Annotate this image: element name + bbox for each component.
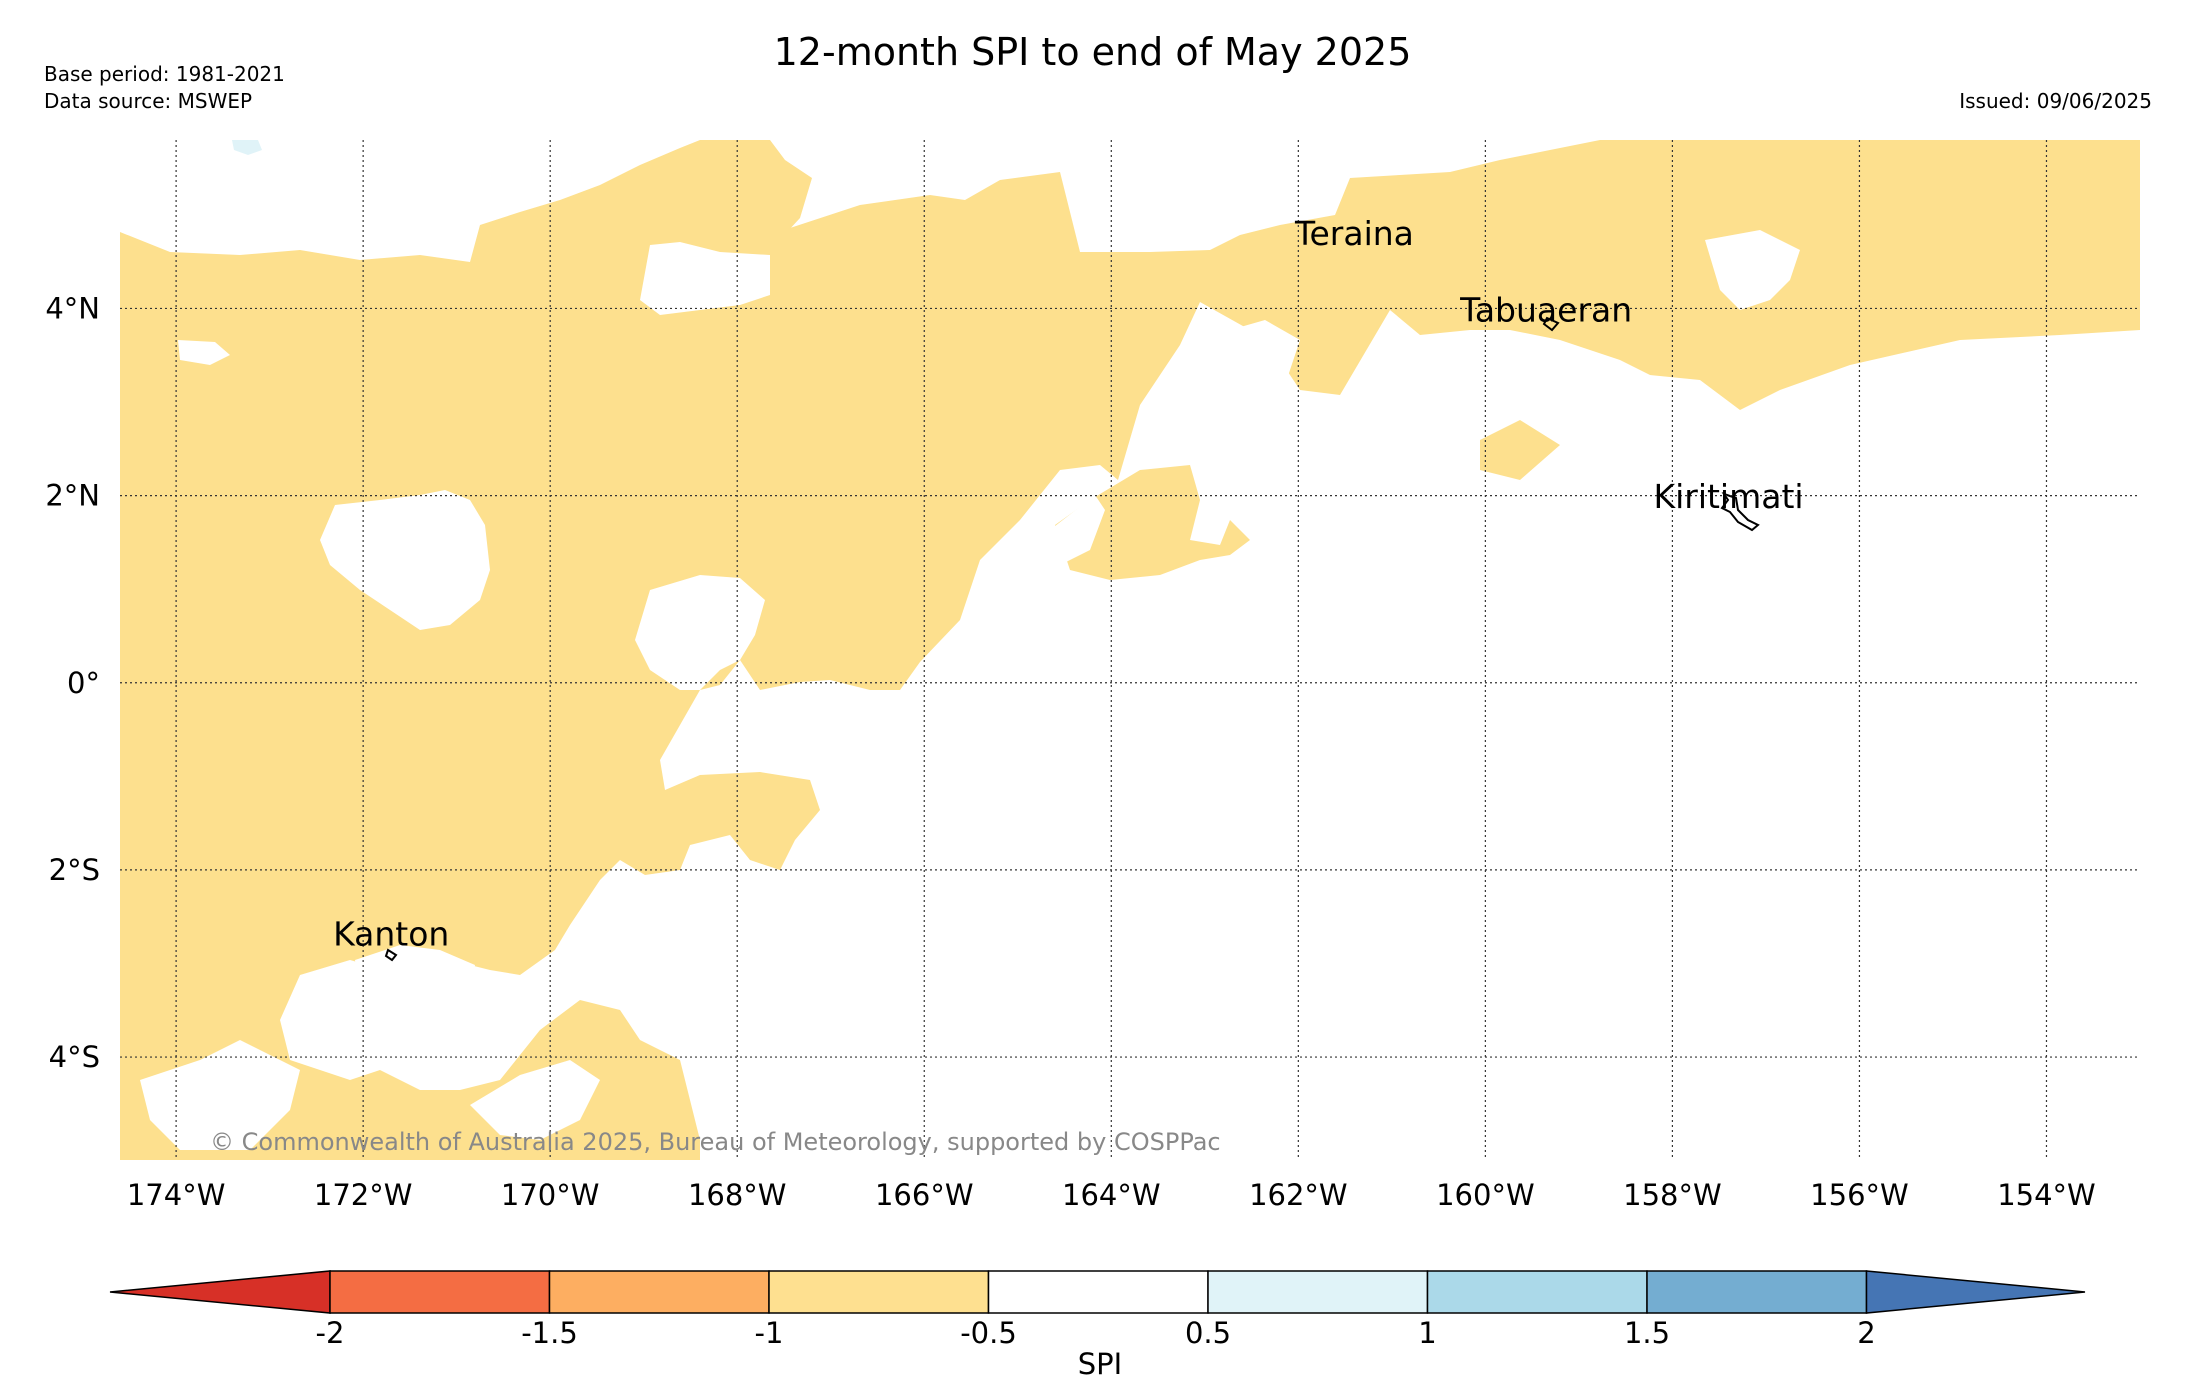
- colorbar-segment: [987, 1270, 1209, 1314]
- spi-region-moist: [232, 140, 262, 155]
- latitude-tick-label: 2°N: [45, 479, 100, 513]
- spi-region-dry-north: [1480, 420, 1560, 480]
- longitude-tick-label: 162°W: [1249, 1178, 1348, 1212]
- spi-colorbar: -2 -1.5 -1 -0.5 0.5 1 1.5 2: [109, 1270, 2086, 1350]
- longitude-tick-label: 172°W: [314, 1178, 413, 1212]
- latitude-labels: 4°N 2°N 0° 2°S 4°S: [45, 291, 100, 1074]
- place-label: Kanton: [333, 915, 449, 954]
- colorbar-tick-label: 1: [1418, 1316, 1436, 1350]
- latitude-tick-label: 2°S: [49, 853, 100, 887]
- colorbar-tick-label: -0.5: [960, 1316, 1017, 1350]
- colorbar-extend-low: [109, 1270, 331, 1314]
- place-label: Teraina: [1294, 214, 1414, 253]
- spi-region-normal: [140, 1040, 300, 1150]
- copyright-notice: © Commonwealth of Australia 2025, Bureau…: [210, 1128, 1221, 1156]
- spi-region-dry-central: [1055, 465, 1250, 580]
- colorbar-tick-label: -1.5: [521, 1316, 578, 1350]
- colorbar-label: SPI: [1078, 1347, 1122, 1380]
- spi-region-normal: [320, 490, 490, 630]
- longitude-tick-label: 160°W: [1436, 1178, 1535, 1212]
- island-outline: [1720, 492, 1760, 532]
- colorbar-segment: [548, 1270, 770, 1314]
- spi-region-normal: [1010, 495, 1105, 565]
- longitude-tick-label: 158°W: [1623, 1178, 1722, 1212]
- longitude-tick-label: 166°W: [875, 1178, 974, 1212]
- place-label: Tabuaeran: [1459, 291, 1632, 330]
- spi-region-normal: [1705, 230, 1800, 310]
- latitude-tick-label: 0°: [67, 666, 100, 700]
- spi-region-normal: [635, 575, 765, 690]
- spi-region-normal: [470, 1060, 600, 1140]
- graticule: [120, 140, 2140, 1160]
- colorbar-tick-label: -2: [316, 1316, 345, 1350]
- longitude-tick-label: 174°W: [127, 1178, 226, 1212]
- colorbar-extend-high: [1865, 1270, 2086, 1314]
- place-label: Kiritimati: [1653, 477, 1803, 516]
- issued-date: Issued: 09/06/2025: [1959, 89, 2152, 113]
- longitude-tick-label: 168°W: [688, 1178, 787, 1212]
- latitude-tick-label: 4°N: [45, 291, 100, 325]
- longitude-tick-label: 154°W: [1997, 1178, 2096, 1212]
- island-outline: [384, 948, 398, 962]
- place-labels: Teraina Tabuaeran Kiritimati Kanton: [333, 214, 1804, 954]
- colorbar-tick-label: 2: [1857, 1316, 1875, 1350]
- spi-region-normal: [355, 945, 475, 1040]
- island-outline: [1542, 316, 1560, 332]
- colorbar-tick-label: 0.5: [1185, 1316, 1231, 1350]
- colorbar-tick-label: -1: [755, 1316, 784, 1350]
- spi-field: [120, 140, 2140, 1160]
- longitude-tick-label: 170°W: [501, 1178, 600, 1212]
- spi-region-normal: [178, 340, 230, 365]
- latitude-tick-label: 4°S: [49, 1040, 100, 1074]
- spi-region-normal: [1230, 320, 1300, 390]
- map-title: 12-month SPI to end of May 2025: [773, 30, 1412, 74]
- colorbar-segment: [329, 1270, 551, 1314]
- colorbar-segment: [1426, 1270, 1648, 1314]
- spi-region-dry: [120, 140, 2140, 1160]
- colorbar-tick-label: 1.5: [1624, 1316, 1670, 1350]
- colorbar-segment: [1646, 1270, 1868, 1314]
- longitude-labels: 174°W 172°W 170°W 168°W 166°W 164°W 162°W 160°W…: [127, 1178, 2096, 1212]
- colorbar-segment: [1207, 1270, 1429, 1314]
- data-source-note: Data source: MSWEP: [44, 89, 253, 113]
- longitude-tick-label: 156°W: [1810, 1178, 1909, 1212]
- colorbar-segment: [768, 1270, 990, 1314]
- base-period-note: Base period: 1981-2021: [44, 62, 285, 86]
- longitude-tick-label: 164°W: [1062, 1178, 1161, 1212]
